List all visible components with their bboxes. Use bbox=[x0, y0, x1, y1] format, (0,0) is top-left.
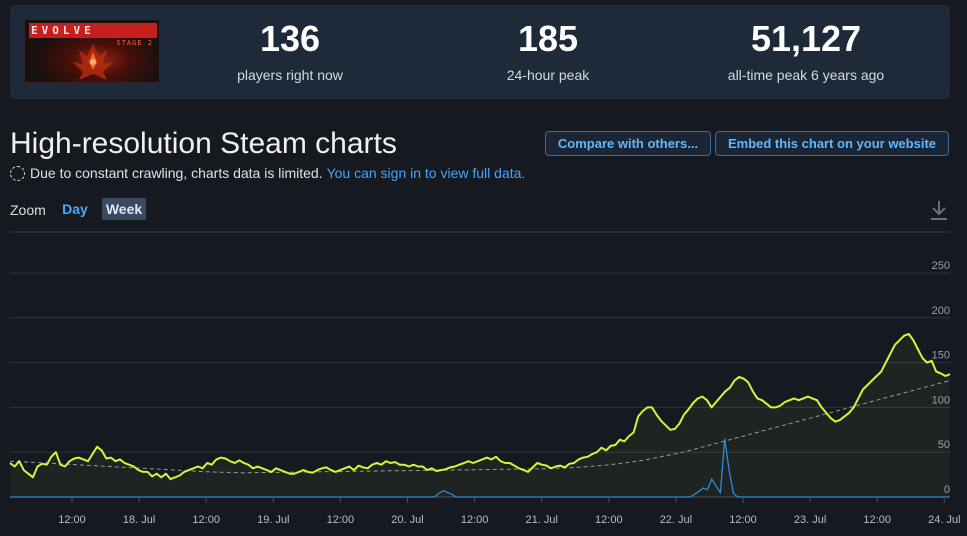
chart-series bbox=[9, 332, 951, 498]
dashed-circle-icon bbox=[10, 165, 25, 181]
x-tick-label: 12:00 bbox=[863, 514, 891, 526]
stats-banner: EVOLVE STAGE 2 136 players right now 185… bbox=[10, 5, 950, 99]
x-tick-label: 22. Jul bbox=[660, 514, 692, 526]
y-tick-label: 150 bbox=[932, 350, 950, 362]
sign-in-link[interactable]: You can sign in to view full data. bbox=[326, 165, 526, 181]
x-tick-label: 12:00 bbox=[327, 514, 355, 526]
y-tick-label: 200 bbox=[932, 305, 950, 317]
stat-label: all-time peak 6 years ago bbox=[727, 67, 885, 83]
x-tick-label: 12:00 bbox=[461, 514, 489, 526]
player-count-chart[interactable]: 0 50 100 150 200 250 12:00 18. Jul 12:00 19. Jul… bbox=[0, 230, 967, 536]
logo-title: EVOLVE bbox=[31, 24, 95, 37]
stat-value: 51,127 bbox=[750, 18, 862, 59]
x-tick-label: 12:00 bbox=[58, 514, 86, 526]
download-icon[interactable] bbox=[929, 199, 949, 221]
players-area bbox=[10, 333, 950, 497]
embed-chart-button[interactable]: Embed this chart on your website bbox=[715, 131, 949, 156]
stat-value: 136 bbox=[259, 18, 321, 59]
x-tick-label: 19. Jul bbox=[257, 514, 289, 526]
compare-button[interactable]: Compare with others... bbox=[545, 131, 711, 156]
page-title: High-resolution Steam charts bbox=[10, 127, 397, 160]
trend-line bbox=[9, 380, 951, 474]
y-tick-label: 100 bbox=[932, 394, 950, 406]
secondary-series-line bbox=[10, 438, 950, 498]
x-axis-labels: 12:00 18. Jul 12:00 19. Jul 12:00 20. Jul 12:0… bbox=[58, 497, 961, 526]
stat-24h-peak: 185 24-hour peak bbox=[428, 18, 668, 84]
logo-title-bar bbox=[29, 23, 157, 38]
y-tick-label: 50 bbox=[938, 439, 950, 451]
x-tick-label: 12:00 bbox=[192, 514, 220, 526]
x-tick-label: 12:00 bbox=[729, 514, 757, 526]
notice-text: Due to constant crawling, charts data is… bbox=[30, 165, 323, 181]
data-limit-notice: Due to constant crawling, charts data is… bbox=[10, 165, 525, 181]
zoom-week-button[interactable]: Week bbox=[102, 198, 146, 220]
game-logo[interactable]: EVOLVE STAGE 2 bbox=[24, 19, 160, 83]
zoom-label: Zoom bbox=[10, 202, 46, 218]
zoom-day-button[interactable]: Day bbox=[62, 201, 88, 217]
x-tick-label: 20. Jul bbox=[391, 514, 423, 526]
stat-value: 185 bbox=[517, 18, 579, 59]
x-tick-label: 21. Jul bbox=[525, 514, 557, 526]
y-tick-label: 250 bbox=[932, 260, 950, 272]
y-axis-labels: 0 50 100 150 200 250 bbox=[932, 260, 950, 496]
logo-subtitle: STAGE 2 bbox=[116, 39, 153, 47]
x-tick-label: 12:00 bbox=[595, 514, 623, 526]
stat-label: 24-hour peak bbox=[506, 67, 590, 83]
stat-all-time-peak: 51,127 all-time peak 6 years ago bbox=[686, 18, 926, 84]
stat-players-now: 136 players right now bbox=[170, 18, 410, 84]
x-tick-label: 23. Jul bbox=[794, 514, 826, 526]
claw-emblem-icon bbox=[73, 44, 113, 80]
x-tick-label: 24. Jul bbox=[928, 514, 960, 526]
stat-label: players right now bbox=[237, 67, 343, 83]
players-series-line bbox=[9, 332, 951, 481]
x-tick-label: 18. Jul bbox=[123, 514, 155, 526]
y-tick-label: 0 bbox=[944, 484, 950, 496]
